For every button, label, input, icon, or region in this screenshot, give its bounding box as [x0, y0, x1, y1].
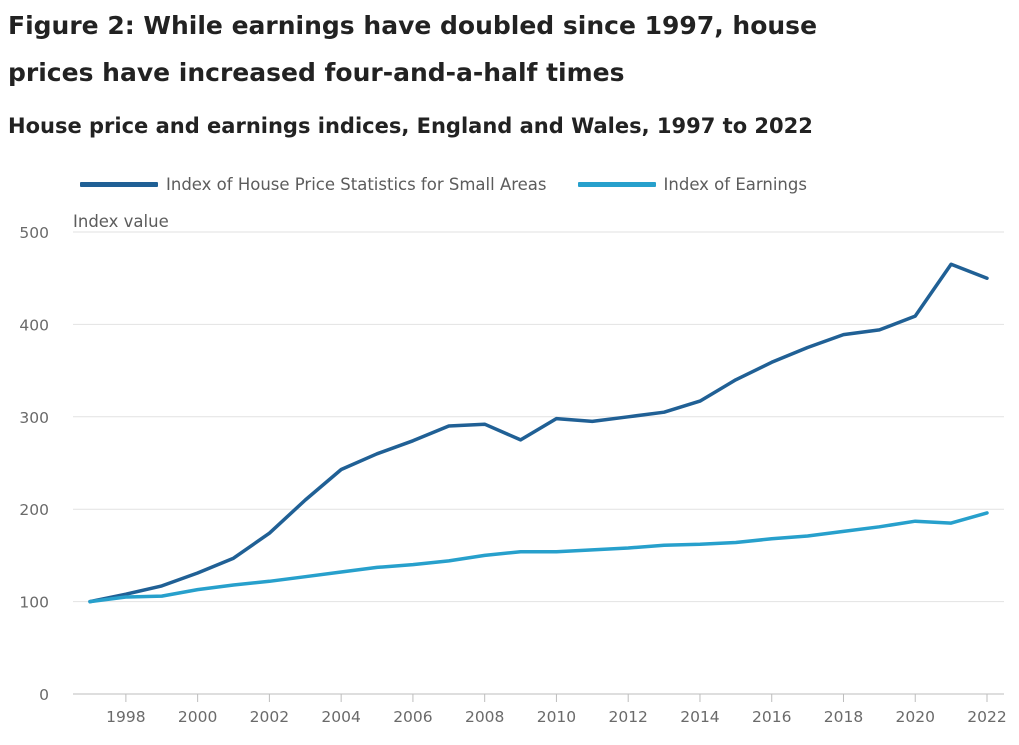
legend-swatch-earnings	[577, 181, 656, 187]
legend-label-house-price: Index of House Price Statistics for Smal…	[166, 174, 547, 194]
y-axis: 0 100 200 300 400 500	[19, 224, 49, 704]
x-tick-label: 2014	[680, 708, 719, 726]
x-tick-label: 2016	[752, 708, 791, 726]
y-tick-label: 500	[19, 224, 49, 242]
legend-item-house-price[interactable]: Index of House Price Statistics for Smal…	[80, 175, 547, 194]
x-tick-label: 2004	[321, 708, 360, 726]
y-tick-label: 100	[19, 594, 49, 612]
legend-swatch-house-price	[80, 181, 158, 187]
x-tick-label: 2012	[608, 708, 647, 726]
chart-legend: Index of House Price Statistics for Smal…	[80, 170, 838, 198]
x-tick-label: 1998	[106, 708, 145, 726]
y-axis-title: Index value	[73, 212, 169, 231]
legend-item-earnings[interactable]: Index of Earnings	[577, 174, 807, 194]
x-tick-label: 2006	[393, 708, 432, 726]
figure-title: Figure 2: While earnings have doubled si…	[8, 11, 818, 87]
x-tick-label: 2000	[178, 708, 217, 726]
y-tick-label: 0	[39, 686, 49, 704]
x-tick-label: 2010	[537, 708, 576, 726]
y-tick-label: 200	[19, 501, 49, 519]
x-tick-label: 2008	[465, 708, 504, 726]
gridlines	[73, 231, 1004, 603]
series-line-earnings[interactable]	[88, 511, 989, 604]
x-tick-label: 2002	[250, 708, 289, 726]
series-line-house-price[interactable]	[88, 262, 989, 604]
chart-title: House price and earnings indices, Englan…	[8, 114, 813, 138]
y-tick-label: 300	[19, 409, 49, 427]
x-tick-label: 2022	[967, 708, 1006, 726]
legend-label-earnings: Index of Earnings	[663, 174, 807, 194]
x-axis-ticks: 1998 2000 2002 2004 2006 2008 2010 2012 2014 2016…	[106, 694, 1007, 726]
y-tick-label: 400	[19, 316, 49, 334]
x-tick-label: 2018	[824, 708, 863, 726]
x-tick-label: 2020	[896, 708, 935, 726]
series-lines	[88, 262, 989, 604]
